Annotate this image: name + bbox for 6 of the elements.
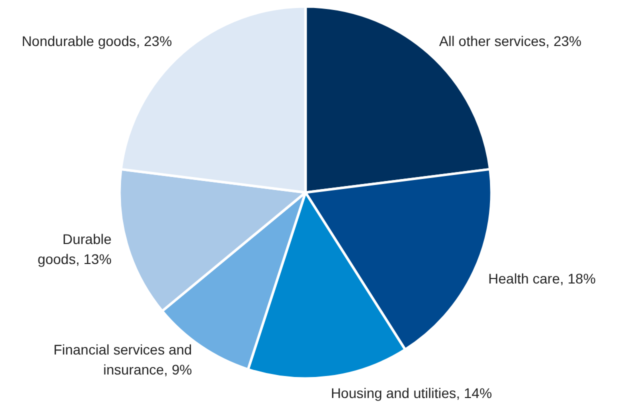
slice-label: Nondurable goods, 23% <box>22 32 172 49</box>
slice-label: Financial services and insurance, 9% <box>53 342 192 378</box>
slice-label: Health care, 18% <box>488 270 596 287</box>
slice-label: Durable goods, 13% <box>38 230 112 267</box>
slice-label: Housing and utilities, 14% <box>330 384 492 401</box>
slice-label: All other services, 23% <box>439 32 582 49</box>
